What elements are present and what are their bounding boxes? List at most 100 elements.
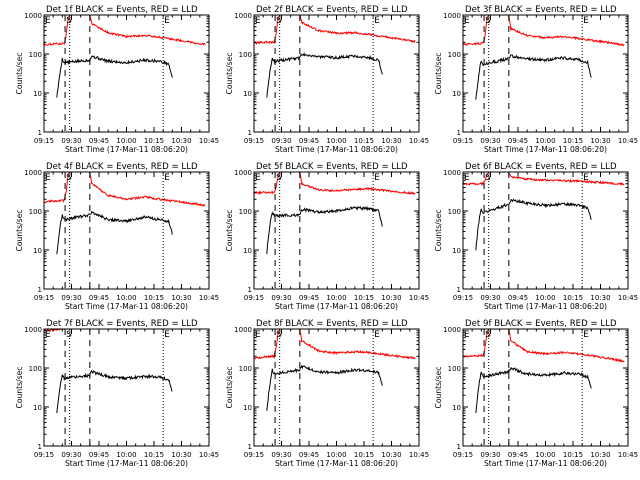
x-tick-label: 10:15	[144, 451, 164, 459]
series-line-events	[266, 51, 383, 98]
marker-label-e2: E	[583, 16, 589, 26]
chart-title: Det 2f BLACK = Events, RED = LLD	[256, 5, 408, 15]
x-tick-label: 10:15	[563, 451, 583, 459]
x-tick-label: 09:15	[244, 294, 264, 302]
y-tick-label: 1000	[234, 12, 252, 20]
x-tick-label: 10:00	[535, 451, 555, 459]
x-tick-label: 10:00	[116, 294, 136, 302]
y-tick-label: 1000	[24, 326, 42, 334]
marker-label-e1: E	[45, 16, 51, 26]
y-tick-label: 100	[239, 365, 252, 373]
series-line-events	[56, 369, 173, 414]
x-tick-label: 10:15	[354, 294, 374, 302]
y-tick-label: 1	[248, 129, 252, 137]
marker-label-e2: E	[583, 173, 589, 183]
x-tick-label: 10:45	[618, 451, 638, 459]
marker-label-s: S	[485, 173, 491, 183]
x-tick-label: 10:15	[354, 451, 374, 459]
x-axis-label: Start Time (17-Mar-11 08:06:20)	[65, 459, 188, 468]
x-tick-label: 09:30	[271, 294, 291, 302]
x-tick-label: 09:15	[34, 137, 54, 145]
y-tick-label: 10	[33, 404, 42, 412]
y-tick-label: 100	[448, 208, 461, 216]
x-tick-label: 09:15	[34, 294, 54, 302]
plot-frame	[253, 14, 420, 133]
x-tick-label: 10:15	[563, 294, 583, 302]
x-tick-label: 10:45	[409, 451, 429, 459]
y-tick-label: 10	[33, 90, 42, 98]
x-axis-label: Start Time (17-Mar-11 08:06:20)	[484, 459, 607, 468]
y-axis-label: Counts/sec	[434, 210, 443, 252]
plot-frame	[43, 14, 210, 133]
x-tick-label: 10:00	[535, 137, 555, 145]
series-line-events	[56, 55, 173, 98]
marker-label-e1: E	[45, 330, 51, 340]
y-tick-label: 1000	[443, 12, 461, 20]
marker-label-e2: E	[374, 330, 380, 340]
marker-label-e1: E	[255, 173, 261, 183]
y-tick-label: 100	[29, 51, 42, 59]
y-tick-label: 10	[243, 404, 252, 412]
y-axis-label: Counts/sec	[15, 53, 24, 95]
x-tick-label: 09:45	[299, 451, 319, 459]
series-line-events	[266, 364, 383, 411]
y-tick-label: 1000	[24, 12, 42, 20]
marker-label-s: S	[66, 330, 72, 340]
x-tick-label: 10:00	[326, 294, 346, 302]
x-tick-label: 09:30	[271, 137, 291, 145]
y-tick-label: 10	[452, 90, 461, 98]
x-axis-label: Start Time (17-Mar-11 08:06:20)	[275, 459, 398, 468]
series-line-events	[475, 367, 592, 413]
y-tick-label: 10	[243, 247, 252, 255]
x-tick-label: 10:15	[144, 294, 164, 302]
x-tick-label: 10:45	[409, 137, 429, 145]
plot-frame	[462, 328, 629, 447]
x-tick-label: 09:30	[480, 137, 500, 145]
x-tick-label: 10:45	[409, 294, 429, 302]
x-tick-label: 10:45	[199, 137, 219, 145]
marker-label-e1: E	[464, 330, 470, 340]
chart-title: Det 1f BLACK = Events, RED = LLD	[46, 5, 198, 15]
x-tick-label: 10:30	[590, 137, 610, 145]
plot-frame	[462, 14, 629, 133]
marker-label-s: S	[276, 330, 282, 340]
marker-label-e1: E	[45, 173, 51, 183]
y-axis-label: Counts/sec	[225, 367, 234, 409]
x-tick-label: 10:30	[171, 294, 191, 302]
marker-label-s: S	[276, 173, 282, 183]
x-tick-label: 09:15	[453, 451, 473, 459]
x-tick-label: 10:30	[590, 451, 610, 459]
y-tick-label: 1000	[443, 169, 461, 177]
y-tick-label: 10	[243, 90, 252, 98]
x-tick-label: 10:15	[354, 137, 374, 145]
y-axis-label: Counts/sec	[15, 210, 24, 252]
x-tick-label: 10:15	[144, 137, 164, 145]
marker-label-s: S	[485, 16, 491, 26]
x-tick-label: 09:30	[61, 451, 81, 459]
y-axis-label: Counts/sec	[225, 210, 234, 252]
x-tick-label: 10:00	[535, 294, 555, 302]
marker-label-e2: E	[374, 16, 380, 26]
chart-title: Det 7f BLACK = Events, RED = LLD	[46, 319, 198, 329]
x-tick-label: 09:45	[299, 137, 319, 145]
x-axis-label: Start Time (17-Mar-11 08:06:20)	[275, 302, 398, 311]
y-tick-label: 100	[239, 208, 252, 216]
y-axis-label: Counts/sec	[225, 53, 234, 95]
plot-frame	[43, 171, 210, 290]
y-tick-label: 1	[38, 443, 42, 451]
x-tick-label: 10:00	[326, 137, 346, 145]
x-tick-label: 09:45	[89, 294, 109, 302]
x-tick-label: 09:15	[244, 451, 264, 459]
chart-title: Det 6f BLACK = Events, RED = LLD	[465, 162, 617, 172]
series-line-events	[475, 54, 592, 100]
x-tick-label: 10:30	[171, 451, 191, 459]
y-tick-label: 100	[239, 51, 252, 59]
x-tick-label: 09:30	[61, 294, 81, 302]
x-tick-label: 10:45	[199, 451, 219, 459]
x-axis-label: Start Time (17-Mar-11 08:06:20)	[484, 302, 607, 311]
